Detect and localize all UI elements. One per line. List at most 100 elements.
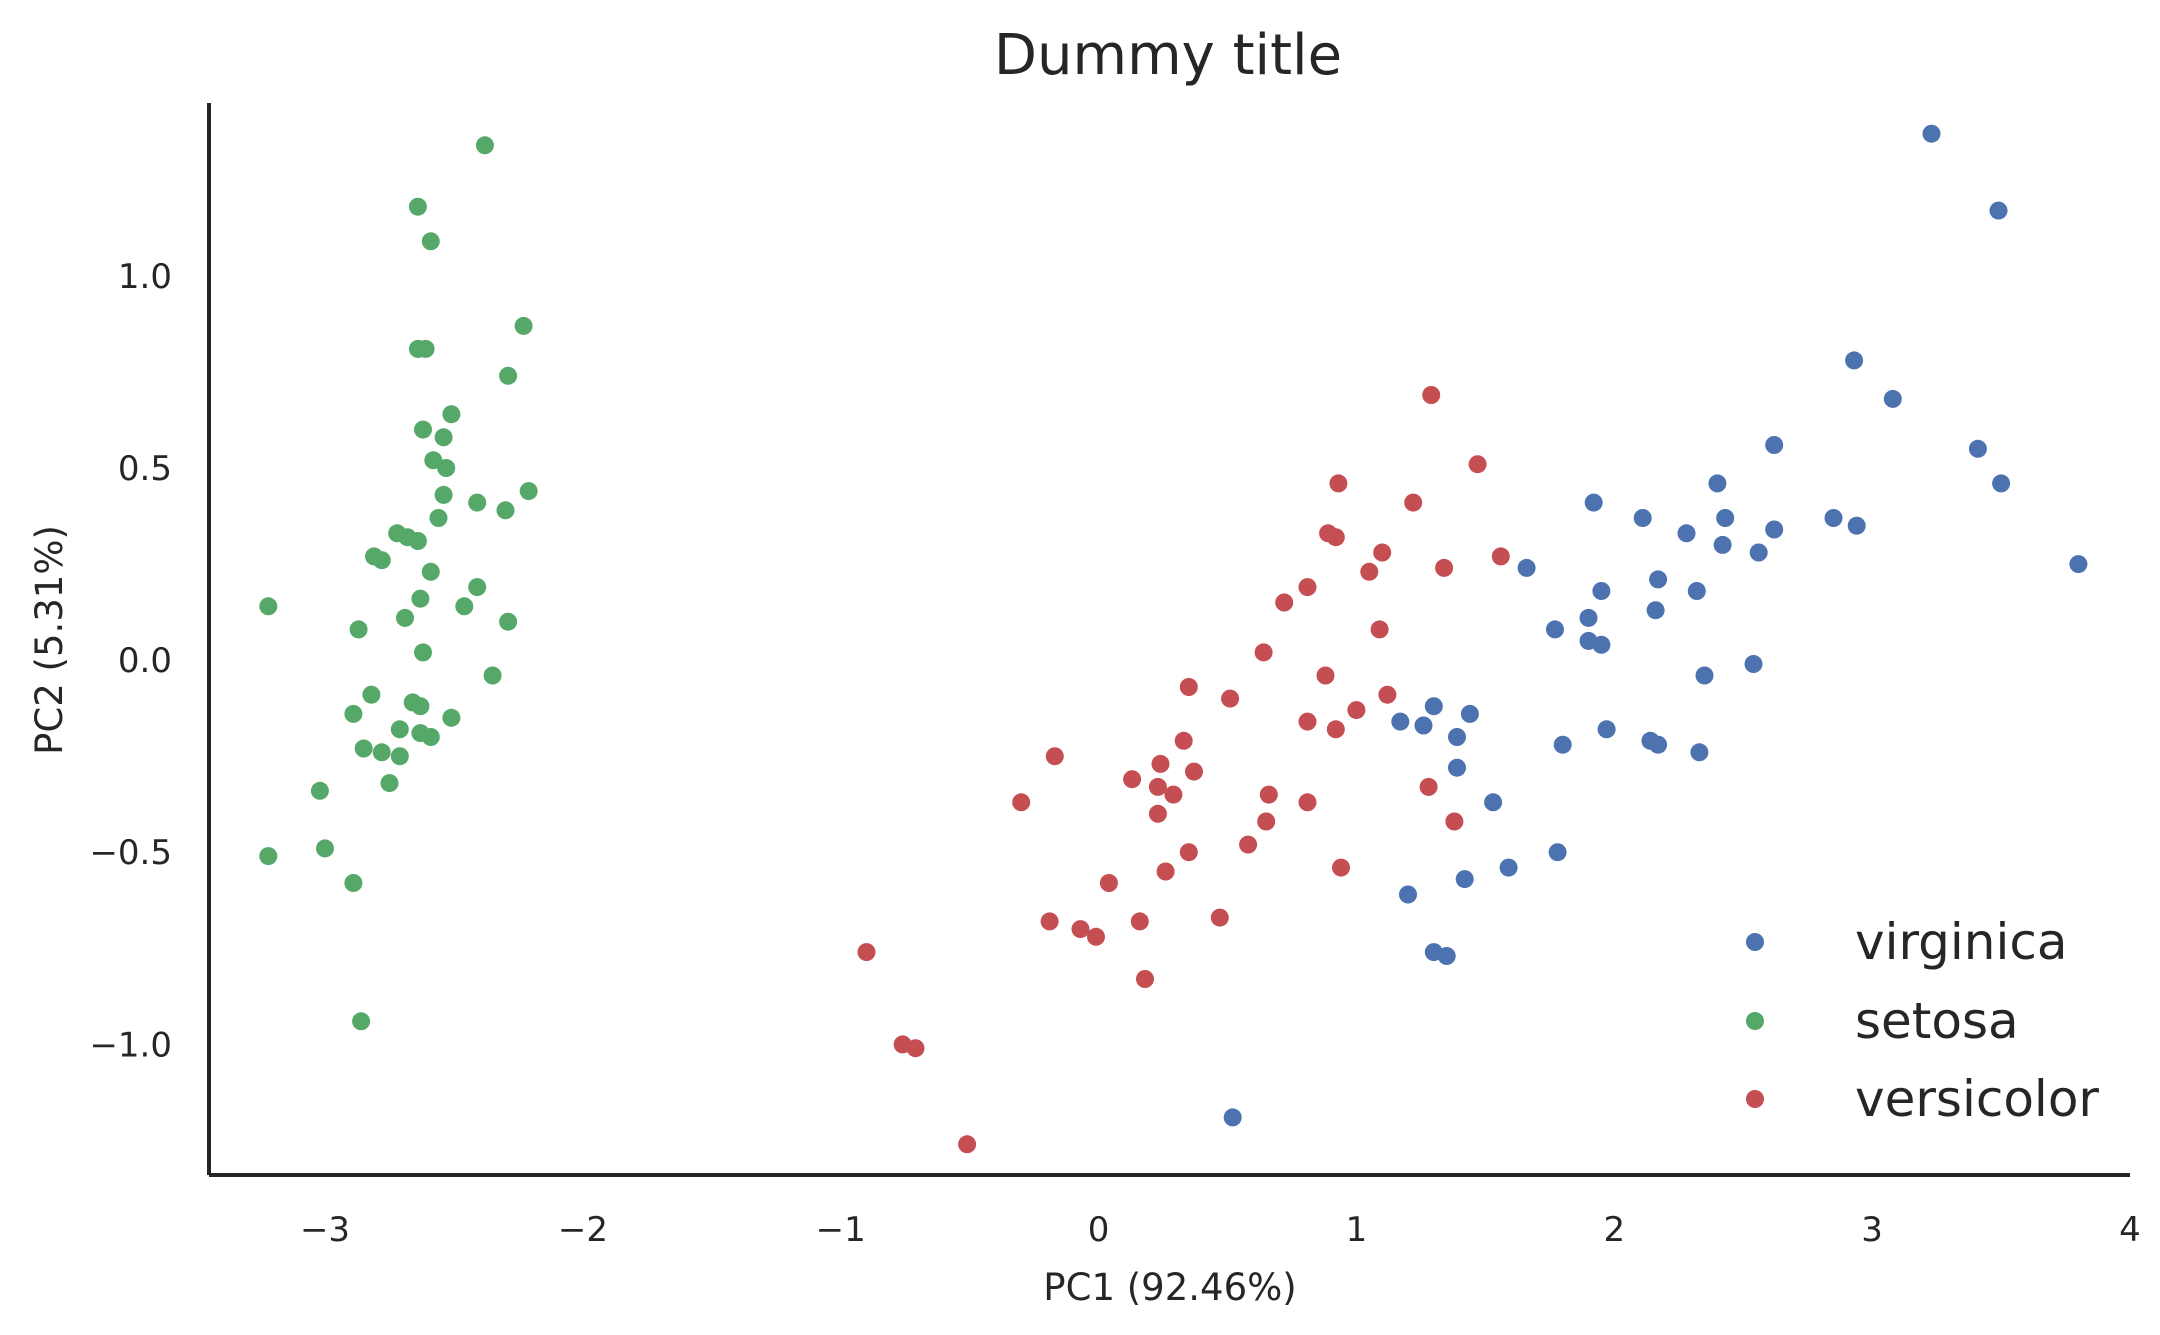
- point-setosa-48: [352, 1012, 371, 1031]
- y-tick-label: −0.5: [89, 833, 172, 873]
- point-versicolor-40: [1210, 908, 1229, 927]
- point-setosa-32: [362, 685, 381, 704]
- point-setosa-13: [434, 485, 453, 504]
- point-setosa-47: [344, 874, 363, 892]
- point-virginica-6: [2069, 555, 2088, 574]
- point-virginica-0: [1922, 124, 1941, 143]
- y-tick-label: 0.0: [118, 641, 172, 681]
- point-virginica-18: [1649, 570, 1668, 589]
- point-versicolor-31: [1419, 777, 1438, 796]
- point-versicolor-49: [958, 1135, 977, 1154]
- point-virginica-42: [1499, 858, 1518, 877]
- point-versicolor-21: [1174, 731, 1193, 750]
- point-setosa-42: [390, 747, 409, 766]
- data-points: [259, 124, 2088, 1154]
- point-virginica-2: [1845, 351, 1864, 370]
- point-versicolor-1: [1468, 455, 1487, 474]
- point-setosa-25: [455, 597, 474, 616]
- point-versicolor-36: [1179, 843, 1198, 862]
- point-versicolor-26: [1148, 777, 1167, 796]
- point-versicolor-25: [1123, 770, 1142, 789]
- point-virginica-43: [1455, 870, 1474, 889]
- point-virginica-34: [1597, 720, 1616, 739]
- point-setosa-26: [259, 597, 278, 616]
- point-versicolor-19: [1298, 712, 1317, 731]
- point-setosa-12: [519, 482, 538, 501]
- point-setosa-36: [442, 708, 461, 727]
- point-virginica-3: [1883, 389, 1902, 408]
- legend-label-setosa: setosa: [1855, 992, 2019, 1050]
- x-axis-label: PC1 (92.46%): [1043, 1266, 1296, 1309]
- legend-label-virginica: virginica: [1855, 913, 2068, 971]
- point-virginica-24: [1592, 635, 1611, 654]
- point-virginica-44: [1399, 885, 1417, 904]
- point-virginica-41: [1548, 843, 1567, 862]
- point-setosa-7: [442, 405, 461, 424]
- point-versicolor-39: [1099, 874, 1118, 892]
- point-versicolor-30: [1298, 793, 1317, 812]
- point-virginica-13: [1824, 509, 1843, 527]
- point-versicolor-9: [1360, 562, 1379, 581]
- point-setosa-21: [372, 551, 391, 570]
- point-setosa-0: [475, 136, 494, 155]
- point-virginica-30: [1460, 704, 1479, 723]
- point-virginica-17: [1677, 524, 1696, 543]
- y-tick-label: 1.0: [118, 257, 172, 297]
- point-versicolor-8: [1435, 558, 1454, 577]
- point-versicolor-43: [1071, 920, 1090, 939]
- point-versicolor-10: [1298, 578, 1317, 597]
- point-virginica-4: [1968, 439, 1987, 458]
- point-setosa-22: [421, 562, 440, 581]
- chart-title: Dummy title: [994, 23, 1342, 88]
- point-virginica-38: [1690, 743, 1709, 762]
- legend-marker-setosa: [1746, 1012, 1764, 1030]
- point-versicolor-17: [1221, 689, 1240, 708]
- point-versicolor-6: [1491, 547, 1510, 566]
- x-tick-label: −2: [558, 1210, 608, 1250]
- point-virginica-1: [1989, 201, 2008, 220]
- point-virginica-37: [1649, 735, 1668, 754]
- point-versicolor-5: [1326, 528, 1345, 547]
- point-versicolor-28: [1259, 785, 1278, 804]
- point-versicolor-41: [1130, 912, 1149, 931]
- point-versicolor-33: [1257, 812, 1276, 831]
- point-setosa-46: [259, 847, 278, 866]
- point-setosa-9: [434, 428, 453, 447]
- point-versicolor-37: [1156, 862, 1175, 881]
- point-virginica-22: [1579, 608, 1598, 627]
- point-versicolor-3: [1404, 493, 1423, 512]
- legend-label-versicolor: versicolor: [1855, 1070, 2099, 1128]
- point-virginica-29: [1424, 697, 1443, 716]
- x-tick-label: 2: [1603, 1210, 1625, 1250]
- point-virginica-19: [1687, 582, 1706, 600]
- point-setosa-15: [496, 501, 515, 520]
- point-versicolor-32: [1148, 804, 1167, 823]
- point-versicolor-48: [906, 1039, 925, 1058]
- y-tick-label: −1.0: [89, 1025, 172, 1065]
- point-setosa-39: [421, 728, 440, 746]
- point-virginica-21: [1592, 582, 1611, 600]
- point-versicolor-7: [1373, 543, 1392, 562]
- point-versicolor-35: [1239, 835, 1258, 854]
- legend-marker-versicolor: [1746, 1090, 1764, 1108]
- point-virginica-46: [1437, 947, 1456, 965]
- point-setosa-27: [396, 608, 414, 627]
- point-setosa-1: [408, 197, 427, 216]
- point-setosa-3: [514, 316, 533, 335]
- point-virginica-31: [1391, 712, 1410, 731]
- point-virginica-11: [1749, 543, 1768, 562]
- point-setosa-11: [437, 459, 456, 477]
- point-versicolor-15: [1179, 678, 1198, 696]
- point-versicolor-14: [1316, 666, 1335, 685]
- point-versicolor-2: [1329, 474, 1348, 493]
- point-virginica-32: [1414, 716, 1433, 735]
- point-setosa-8: [414, 420, 432, 439]
- point-virginica-27: [1695, 666, 1714, 685]
- point-virginica-33: [1448, 728, 1466, 746]
- x-tick-label: 0: [1088, 1210, 1110, 1250]
- point-setosa-45: [316, 839, 334, 858]
- point-setosa-35: [344, 704, 363, 723]
- point-versicolor-42: [1040, 912, 1059, 931]
- point-versicolor-20: [1326, 720, 1345, 739]
